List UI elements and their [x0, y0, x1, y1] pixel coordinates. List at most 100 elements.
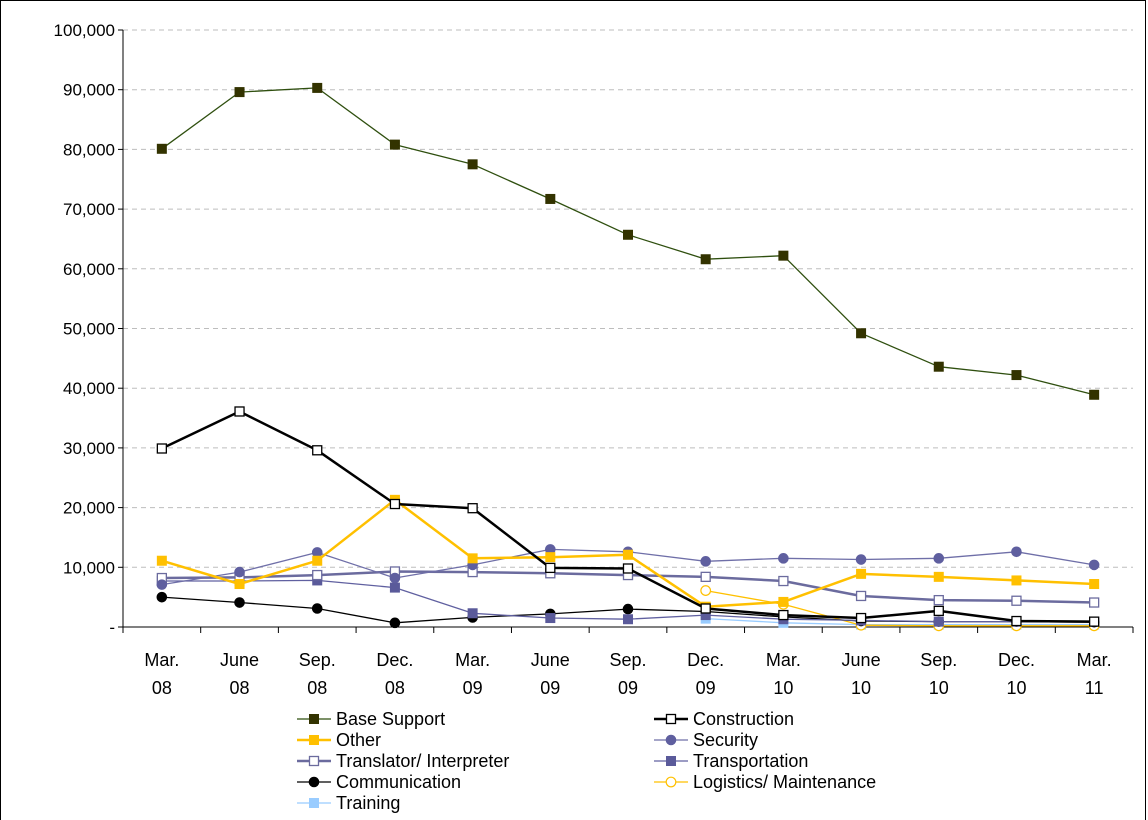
y-tick-label: 80,000	[63, 140, 115, 159]
legend-swatch-marker	[308, 776, 320, 788]
series-other	[156, 494, 1100, 612]
data-point	[545, 552, 556, 563]
data-point	[623, 229, 633, 240]
x-tick-label: Sep. 09	[609, 650, 646, 698]
legend-label: Other	[336, 730, 381, 750]
legend-swatch-marker	[308, 755, 320, 767]
data-point	[545, 613, 556, 624]
data-point	[855, 554, 867, 565]
y-tick-label: 50,000	[63, 320, 115, 339]
x-tick-label: Mar. 08	[144, 650, 179, 698]
y-tick-label: 70,000	[63, 200, 115, 219]
y-axis-ticks: - 10,000 20,000 30,000 40,000 50,000 60,000 70,…	[54, 21, 115, 637]
y-tick-label: 20,000	[63, 499, 115, 518]
data-point	[1011, 370, 1022, 381]
data-point	[855, 612, 867, 624]
data-point	[234, 406, 245, 417]
data-point	[234, 566, 245, 578]
data-point	[156, 555, 167, 566]
data-point	[234, 579, 245, 590]
data-point	[156, 591, 168, 603]
x-tick-label: Mar. 10	[766, 650, 801, 698]
data-point	[234, 87, 245, 98]
series-group	[156, 82, 1100, 632]
y-tick-label: 40,000	[63, 379, 115, 398]
x-tick-label: Dec. 09	[687, 650, 724, 698]
legend-swatch-marker	[309, 798, 319, 808]
data-point	[933, 571, 944, 582]
legend-swatch-marker	[309, 735, 319, 745]
series-construction	[156, 406, 1100, 627]
x-tick-label: Sep. 10	[920, 650, 957, 698]
data-point	[623, 614, 633, 625]
data-point	[700, 585, 712, 596]
data-point	[311, 603, 323, 614]
data-point	[700, 254, 711, 265]
y-tick-label: -	[109, 618, 115, 637]
data-point	[933, 361, 944, 372]
y-tick-label: 10,000	[63, 558, 115, 577]
legend-swatch-marker	[666, 756, 676, 766]
data-point	[545, 562, 556, 574]
gridlines	[123, 29, 1133, 568]
x-tick-label: Mar. 11	[1077, 650, 1112, 698]
data-point	[700, 603, 711, 614]
legend-item: Logistics/ Maintenance	[654, 772, 876, 792]
legend-swatch-marker	[665, 713, 677, 725]
data-point	[778, 596, 789, 607]
legend-label: Communication	[336, 772, 461, 792]
legend-swatch-marker	[665, 776, 677, 788]
data-point	[933, 553, 945, 564]
data-point	[700, 556, 711, 567]
data-point	[389, 572, 401, 584]
data-point	[545, 193, 556, 204]
series-line	[161, 87, 1095, 396]
data-point	[312, 569, 323, 581]
x-tick-label: Dec. 08	[376, 650, 413, 698]
data-point	[1089, 597, 1100, 608]
series-line	[705, 617, 1095, 626]
legend-swatch-marker	[309, 714, 319, 724]
data-point	[389, 582, 400, 593]
data-point	[467, 608, 478, 619]
data-point	[1089, 616, 1100, 627]
x-axis-ticks: Mar. 08 June 08 Sep. 08 Dec. 08 Mar. 09 June 09 Sep.…	[144, 650, 1111, 698]
data-point	[312, 445, 323, 456]
legend-item: Transportation	[654, 751, 808, 771]
data-point	[778, 575, 789, 587]
legend-item: Translator/ Interpreter	[297, 751, 509, 771]
series-logistics-maintenance	[700, 585, 1100, 632]
legend-item: Other	[297, 730, 381, 750]
legend-label: Base Support	[336, 709, 445, 729]
x-tick-label: Sep. 08	[299, 650, 336, 698]
legend-label: Security	[693, 730, 758, 750]
data-point	[700, 571, 711, 583]
data-point	[312, 82, 323, 93]
data-point	[856, 568, 867, 579]
x-tick-label: Mar. 09	[455, 650, 490, 698]
series-base-support	[156, 82, 1100, 400]
x-tick-label: June 10	[842, 650, 881, 698]
data-point	[467, 503, 478, 514]
data-point	[933, 616, 944, 627]
data-point	[467, 159, 478, 170]
data-point	[933, 605, 944, 617]
data-point	[1089, 579, 1100, 590]
data-point	[156, 579, 168, 590]
y-tick-label: 100,000	[54, 21, 115, 40]
data-point	[778, 609, 789, 621]
data-point	[1088, 559, 1100, 571]
data-point	[855, 590, 867, 602]
x-tick-label: June 08	[220, 650, 259, 698]
data-point	[1011, 615, 1022, 627]
data-point	[622, 563, 634, 574]
data-point	[623, 549, 633, 560]
data-point	[312, 555, 323, 566]
series-translator-interpreter	[156, 566, 1100, 608]
data-point	[389, 139, 400, 150]
legend-item: Security	[654, 730, 758, 750]
y-tick-label: 30,000	[63, 439, 115, 458]
